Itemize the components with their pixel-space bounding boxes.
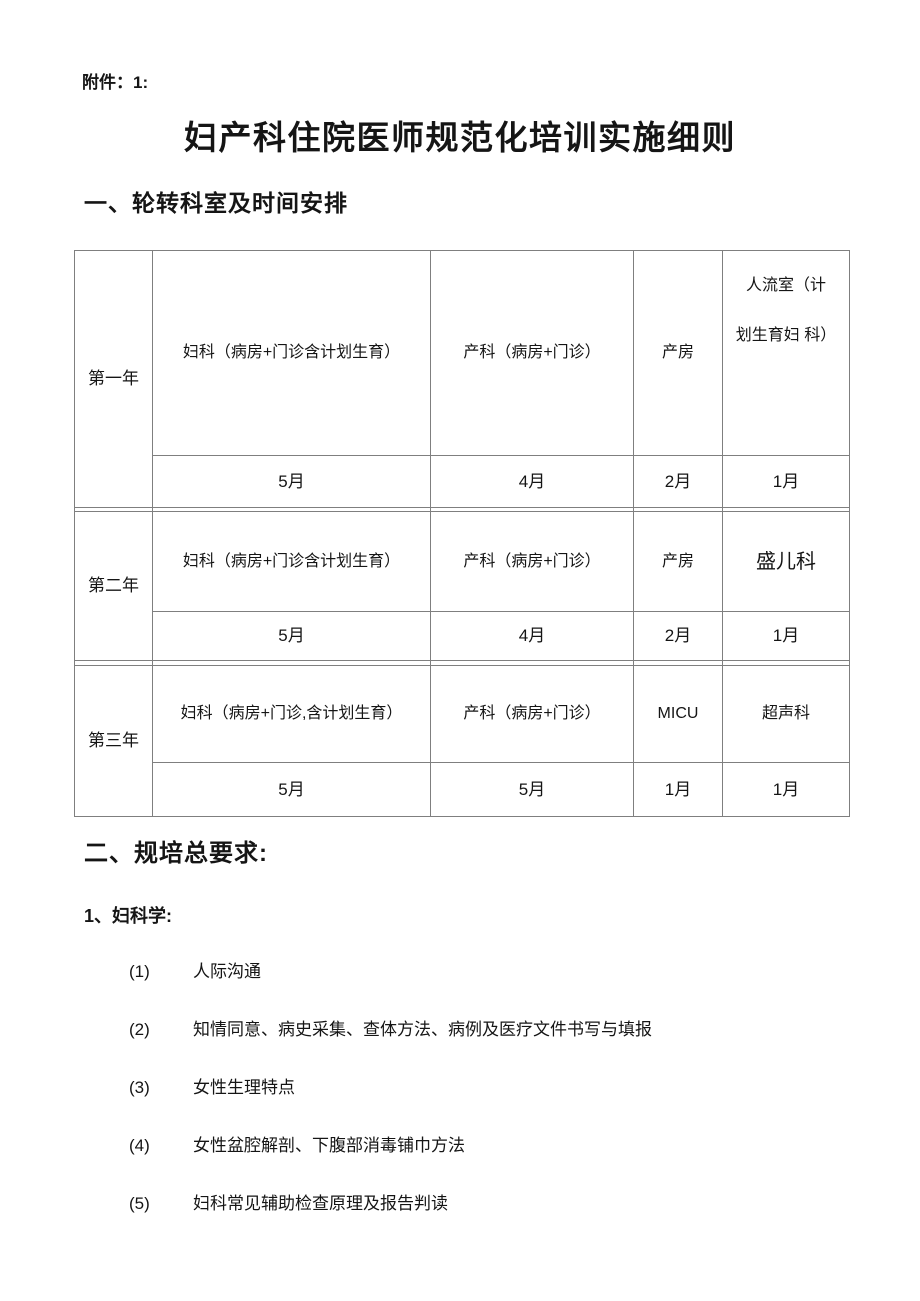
table-gap xyxy=(634,661,723,666)
list-item-text: 女性盆腔解剖、下腹部消毒铺巾方法 xyxy=(193,1136,465,1155)
requirements-list: (1) 人际沟通 (2) 知情同意、病史采集、查体方法、病例及医疗文件书写与填报… xyxy=(129,962,849,1252)
table-gap xyxy=(153,508,431,512)
list-item-text: 妇科常见辅助检查原理及报告判读 xyxy=(193,1194,448,1213)
list-item-number: (3) xyxy=(129,1078,150,1097)
month-cell: 4月 xyxy=(431,456,634,508)
table-gap xyxy=(723,508,849,512)
section-heading-requirements: 二、规培总要求: xyxy=(84,840,268,867)
list-item: (5) 妇科常见辅助检查原理及报告判读 xyxy=(129,1194,849,1214)
table-gap xyxy=(431,508,634,512)
department-cell: 盛儿科 xyxy=(723,512,849,612)
month-cell: 5月 xyxy=(153,612,431,661)
month-cell: 1月 xyxy=(723,456,849,508)
department-cell: 超声科 xyxy=(723,666,849,763)
month-cell: 5月 xyxy=(431,763,634,816)
list-item-number: (5) xyxy=(129,1194,150,1213)
table-gap xyxy=(723,661,849,666)
section-heading-rotation: 一、轮转科室及时间安排 xyxy=(84,190,348,216)
list-item-number: (4) xyxy=(129,1136,150,1155)
list-item: (2) 知情同意、病史采集、查体方法、病例及医疗文件书写与填报 xyxy=(129,1020,849,1040)
department-cell: 妇科（病房+门诊,含计划生育） xyxy=(153,666,431,763)
list-item-number: (1) xyxy=(129,962,150,981)
table-gap xyxy=(634,508,723,512)
month-cell: 2月 xyxy=(634,456,723,508)
table-gap xyxy=(153,661,431,666)
year-cell: 第一年 xyxy=(75,251,153,508)
department-cell: 妇科（病房+门诊含计划生育） xyxy=(153,251,431,456)
list-item-number: (2) xyxy=(129,1020,150,1039)
table-gap xyxy=(431,661,634,666)
table-gap xyxy=(75,508,153,512)
month-cell: 1月 xyxy=(634,763,723,816)
month-cell: 5月 xyxy=(153,456,431,508)
list-item: (3) 女性生理特点 xyxy=(129,1078,849,1098)
month-cell: 4月 xyxy=(431,612,634,661)
list-item: (4) 女性盆腔解剖、下腹部消毒铺巾方法 xyxy=(129,1136,849,1156)
list-item-text: 女性生理特点 xyxy=(193,1078,295,1097)
department-cell: 产房 xyxy=(634,512,723,612)
year-cell: 第三年 xyxy=(75,666,153,816)
year-cell: 第二年 xyxy=(75,512,153,661)
department-cell: MICU xyxy=(634,666,723,763)
table-gap xyxy=(75,661,153,666)
department-cell: 产房 xyxy=(634,251,723,456)
list-item-text: 知情同意、病史采集、查体方法、病例及医疗文件书写与填报 xyxy=(193,1020,652,1039)
document-title: 妇产科住院医师规范化培训实施细则 xyxy=(184,119,736,156)
department-cell: 妇科（病房+门诊含计划生育） xyxy=(153,512,431,612)
month-cell: 1月 xyxy=(723,612,849,661)
list-item-text: 人际沟通 xyxy=(193,962,261,981)
month-cell: 2月 xyxy=(634,612,723,661)
attachment-label: 附件：1: xyxy=(82,73,149,92)
subsection-heading-gynecology: 1、妇科学: xyxy=(84,906,173,926)
rotation-table: 第一年 妇科（病房+门诊含计划生育） 产科（病房+门诊） 产房 人流室（计 划生… xyxy=(74,250,850,817)
department-cell: 产科（病房+门诊） xyxy=(431,251,634,456)
list-item: (1) 人际沟通 xyxy=(129,962,849,982)
month-cell: 1月 xyxy=(772,779,800,799)
department-cell: 人流室（计 划生育妇 科） xyxy=(723,251,849,456)
department-cell: 产科（病房+门诊） xyxy=(431,666,634,763)
month-cell: 5月 xyxy=(153,763,431,816)
department-cell: 产科（病房+门诊） xyxy=(431,512,634,612)
